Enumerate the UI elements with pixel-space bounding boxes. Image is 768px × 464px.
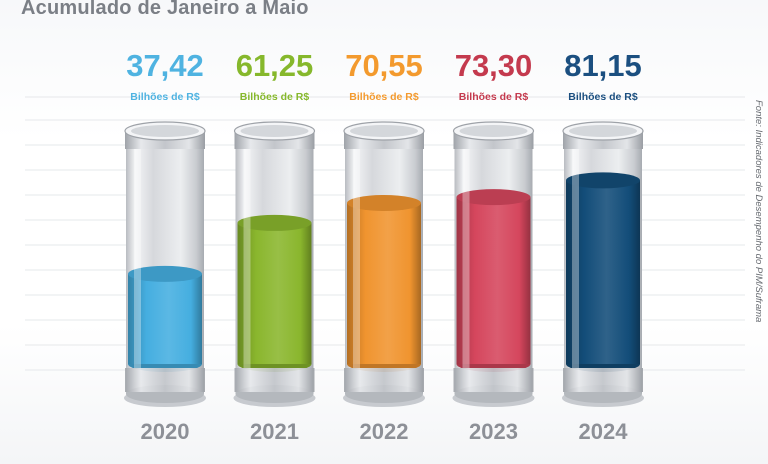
liquid-bar — [347, 203, 421, 364]
cylinder-2020: 37,42 Bilhões de R$ 2020 — [124, 48, 206, 444]
cylinder-bottom-band — [344, 368, 424, 392]
cylinder-bottom-band — [563, 368, 643, 392]
liquid-surface — [456, 189, 531, 206]
cylinder-2023: 73,30 Bilhões de R$ 2023 — [452, 48, 535, 444]
unit-label: Bilhões de R$ — [240, 91, 310, 103]
cylinder-2024: 81,15 Bilhões de R$ 2024 — [562, 48, 644, 444]
year-label: 2024 — [579, 419, 629, 444]
liquid-surface — [237, 214, 312, 231]
cylinder-2021: 61,25 Bilhões de R$ 2021 — [233, 48, 316, 444]
liquid-bar — [456, 197, 531, 364]
chart-title: Acumulado de Janeiro a Maio — [21, 0, 309, 19]
liquid-surface — [566, 172, 640, 189]
cylinder-opening — [350, 125, 418, 137]
year-label: 2020 — [141, 419, 190, 444]
cylinder-opening — [131, 125, 199, 137]
glass-highlight — [572, 139, 579, 382]
liquid-surface — [347, 195, 421, 212]
cylinder-opening — [459, 125, 528, 137]
unit-label: Bilhões de R$ — [568, 91, 638, 103]
value-label: 73,30 — [455, 48, 533, 83]
unit-label: Bilhões de R$ — [349, 91, 419, 103]
value-label: 70,55 — [345, 48, 423, 83]
glass-highlight — [353, 139, 360, 382]
value-label: 81,15 — [564, 48, 642, 83]
unit-label: Bilhões de R$ — [130, 91, 200, 103]
year-label: 2023 — [469, 419, 518, 444]
liquid-bar — [237, 222, 312, 364]
cylinder-2022: 70,55 Bilhões de R$ 2022 — [343, 48, 425, 444]
glass-highlight — [134, 139, 141, 382]
cylinder-bottom-band — [234, 368, 315, 392]
liquid-surface — [128, 265, 202, 282]
cylinder-bottom-band — [453, 368, 534, 392]
year-label: 2021 — [250, 419, 299, 444]
unit-label: Bilhões de R$ — [459, 91, 529, 103]
liquid-bar — [128, 273, 202, 364]
value-label: 37,42 — [126, 48, 204, 83]
cylinder-bottom-band — [125, 368, 205, 392]
value-label: 61,25 — [236, 48, 314, 83]
glass-highlight — [462, 139, 470, 382]
year-label: 2022 — [360, 419, 409, 444]
cylinder-opening — [240, 125, 309, 137]
cylinder-opening — [569, 125, 637, 137]
liquid-bar — [566, 180, 640, 364]
glass-highlight — [243, 139, 251, 382]
